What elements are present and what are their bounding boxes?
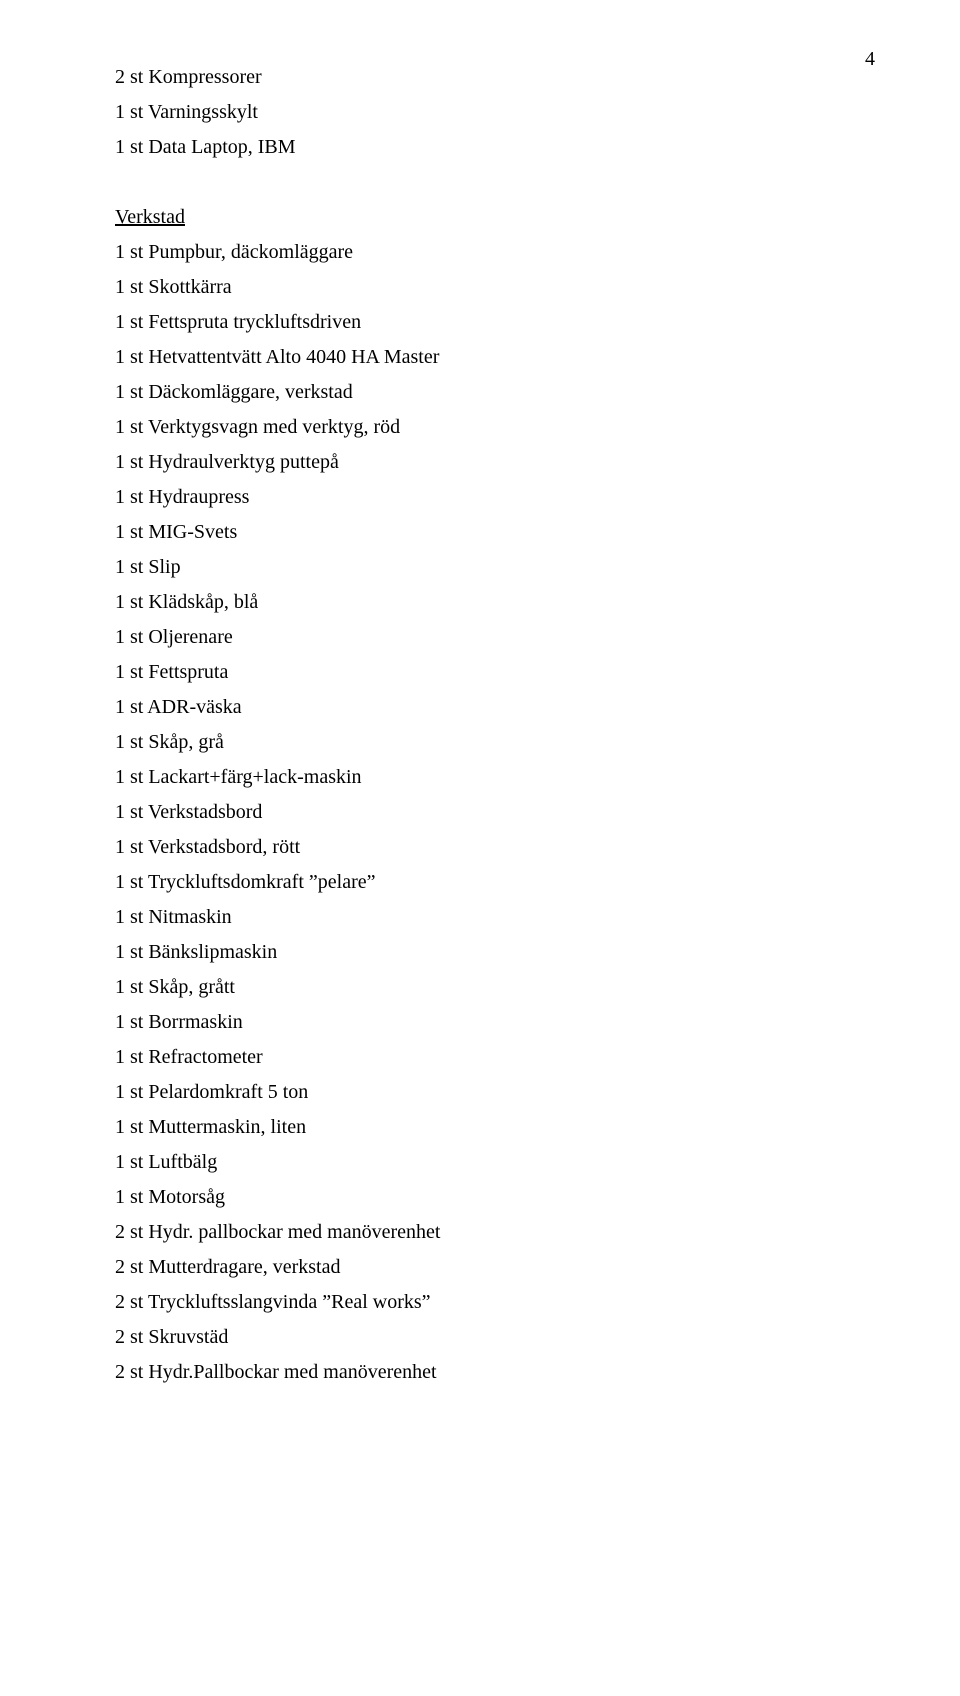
list-item: 1 st Slip bbox=[115, 550, 845, 585]
list-item: 1 st Nitmaskin bbox=[115, 900, 845, 935]
list-item: 1 st ADR-väska bbox=[115, 690, 845, 725]
list-item: 1 st Skåp, grått bbox=[115, 970, 845, 1005]
list-item: 2 st Hydr.Pallbockar med manöverenhet bbox=[115, 1355, 845, 1390]
list-item: 2 st Hydr. pallbockar med manöverenhet bbox=[115, 1215, 845, 1250]
list-item: 1 st Motorsåg bbox=[115, 1180, 845, 1215]
list-item: 2 st Tryckluftsslangvinda ”Real works” bbox=[115, 1285, 845, 1320]
list-item: 1 st Verktygsvagn med verktyg, röd bbox=[115, 410, 845, 445]
list-item: 1 st Refractometer bbox=[115, 1040, 845, 1075]
list-item: 1 st Borrmaskin bbox=[115, 1005, 845, 1040]
list-item: 1 st Hydraulverktyg puttepå bbox=[115, 445, 845, 480]
list-item: 1 st Däckomläggare, verkstad bbox=[115, 375, 845, 410]
list-item: 1 st Hetvattentvätt Alto 4040 HA Master bbox=[115, 340, 845, 375]
list-item: 1 st Skåp, grå bbox=[115, 725, 845, 760]
list-item: 1 st Luftbälg bbox=[115, 1145, 845, 1180]
list-item: 2 st Mutterdragare, verkstad bbox=[115, 1250, 845, 1285]
list-item: 1 st Pelardomkraft 5 ton bbox=[115, 1075, 845, 1110]
list-item: 1 st Verkstadsbord, rött bbox=[115, 830, 845, 865]
list-item: 1 st Skottkärra bbox=[115, 270, 845, 305]
list-item: 2 st Kompressorer bbox=[115, 60, 845, 95]
list-item: 1 st Hydraupress bbox=[115, 480, 845, 515]
section-heading: Verkstad bbox=[115, 200, 845, 235]
page-number: 4 bbox=[865, 42, 875, 77]
list-item: 1 st MIG-Svets bbox=[115, 515, 845, 550]
list-item: 1 st Oljerenare bbox=[115, 620, 845, 655]
list-item: 1 st Verkstadsbord bbox=[115, 795, 845, 830]
list-item: 1 st Varningsskylt bbox=[115, 95, 845, 130]
list-item: 1 st Bänkslipmaskin bbox=[115, 935, 845, 970]
document-page: 4 2 st Kompressorer 1 st Varningsskylt 1… bbox=[0, 0, 960, 1696]
list-item: 1 st Klädskåp, blå bbox=[115, 585, 845, 620]
list-item: 1 st Pumpbur, däckomläggare bbox=[115, 235, 845, 270]
list-item: 1 st Fettspruta tryckluftsdriven bbox=[115, 305, 845, 340]
list-item: 2 st Skruvstäd bbox=[115, 1320, 845, 1355]
list-item: 1 st Data Laptop, IBM bbox=[115, 130, 845, 165]
list-item: 1 st Lackart+färg+lack-maskin bbox=[115, 760, 845, 795]
list-item: 1 st Muttermaskin, liten bbox=[115, 1110, 845, 1145]
list-item: 1 st Tryckluftsdomkraft ”pelare” bbox=[115, 865, 845, 900]
list-item: 1 st Fettspruta bbox=[115, 655, 845, 690]
blank-line bbox=[115, 165, 845, 200]
